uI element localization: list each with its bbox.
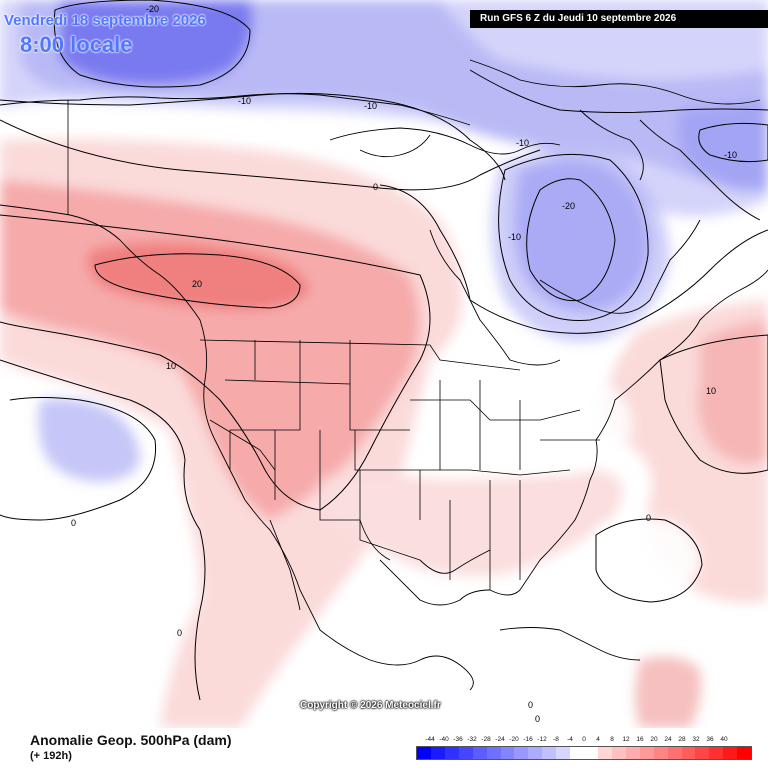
scale-swatch <box>472 747 487 759</box>
scale-swatch <box>514 747 529 759</box>
contour-minus-ten-east <box>698 122 768 163</box>
contour-label: 10 <box>706 386 716 396</box>
scale-swatch <box>667 747 682 759</box>
scale-label: 8 <box>610 736 614 743</box>
scale-swatch <box>556 747 571 759</box>
contour-label: 0 <box>528 700 533 710</box>
color-scale-bar <box>416 746 752 760</box>
scale-label: 20 <box>650 736 658 743</box>
contour-label: 20 <box>192 279 202 289</box>
scale-swatch <box>570 747 585 759</box>
scale-swatch <box>542 747 557 759</box>
scale-swatch <box>458 747 473 759</box>
scale-label: -44 <box>425 736 435 743</box>
anomaly-map: -20 -10 -10 -10 -10 -20 -10 0 20 10 10 0… <box>0 0 768 728</box>
scale-swatch <box>500 747 515 759</box>
contour-label: 0 <box>646 513 651 523</box>
negative-anomaly-area <box>38 398 141 482</box>
contour-minus-ten-ne <box>469 69 768 113</box>
scale-swatch <box>611 747 626 759</box>
scale-label: -28 <box>481 736 491 743</box>
valid-date: Vendredi 18 septembre 2026 <box>4 12 206 29</box>
contour-label-group: -20 -10 -10 -10 -10 -20 -10 0 20 10 10 0… <box>71 4 737 724</box>
scale-swatch <box>709 747 724 759</box>
scale-label: 0 <box>582 736 586 743</box>
scale-label: 16 <box>636 736 644 743</box>
scale-label: -8 <box>553 736 559 743</box>
contour-zero-pacific <box>0 397 157 521</box>
contour-ten-atlantic <box>659 334 768 474</box>
scale-label: 24 <box>664 736 672 743</box>
scale-label: -40 <box>439 736 449 743</box>
contour-ten-north <box>0 92 506 181</box>
contour-minus-twenty-hudson <box>526 178 616 302</box>
color-scale-labels: -44 -40 -36 -32 -28 -24 -20 -16 -12 -8 -4 0 4 8 12 16 20… <box>416 736 752 746</box>
contour-label: 10 <box>166 361 176 371</box>
neutral-area <box>596 518 700 600</box>
lead-time: (+ 192h) <box>30 750 72 762</box>
scale-label: -16 <box>523 736 533 743</box>
contour-label: -20 <box>562 201 575 211</box>
contour-minus-twenty-nw <box>53 0 251 88</box>
positive-anomaly-area <box>697 320 768 464</box>
scale-swatch <box>639 747 654 759</box>
scale-swatch <box>597 747 612 759</box>
parameter-title: Anomalie Geop. 500hPa (dam) <box>30 732 232 748</box>
negative-anomaly-area <box>677 100 768 191</box>
contour-label: -10 <box>238 96 251 106</box>
valid-time: 8:00 locale <box>20 32 133 57</box>
contour-label: -10 <box>364 101 377 111</box>
scale-label: 36 <box>706 736 714 743</box>
contour-label: 0 <box>535 714 540 724</box>
scale-swatch <box>417 747 431 759</box>
scale-label: 12 <box>622 736 630 743</box>
run-info-banner: Run GFS 6 Z du Jeudi 10 septembre 2026 <box>470 10 768 28</box>
scale-label: -20 <box>509 736 519 743</box>
neutral-area <box>426 337 632 470</box>
scale-swatch <box>737 747 752 759</box>
contour-label: -10 <box>508 232 521 242</box>
scale-label: -32 <box>467 736 477 743</box>
scale-label: 4 <box>596 736 600 743</box>
contour-zero-west <box>0 359 206 701</box>
scale-label: 40 <box>720 736 728 743</box>
negative-anomaly-area <box>60 0 253 85</box>
scale-label: -36 <box>453 736 463 743</box>
scale-label: -12 <box>537 736 547 743</box>
scale-swatch <box>723 747 738 759</box>
scale-swatch <box>681 747 696 759</box>
contour-twenty-west <box>94 253 301 309</box>
contour-zero-atlantic <box>595 518 703 603</box>
contour-label: 0 <box>373 182 378 192</box>
contour-label: -10 <box>516 138 529 148</box>
scale-label: 28 <box>678 736 686 743</box>
contour-label: 0 <box>71 518 76 528</box>
contour-zero-north <box>0 119 541 191</box>
coastlines <box>0 59 768 691</box>
contour-label: 0 <box>177 628 182 638</box>
scale-label: -4 <box>567 736 573 743</box>
scale-swatch <box>653 747 668 759</box>
contour-zero-east <box>379 184 768 334</box>
contour-label: -20 <box>146 4 159 14</box>
copyright-text: Copyright © 2026 Meteociel.fr <box>300 700 441 711</box>
contour-ten-west <box>0 214 431 511</box>
contour-lines <box>0 0 768 701</box>
contour-label: -10 <box>724 150 737 160</box>
scale-swatch <box>584 747 598 759</box>
scale-label: 32 <box>692 736 700 743</box>
scale-swatch <box>625 747 640 759</box>
scale-swatch <box>486 747 501 759</box>
scale-swatch <box>444 747 459 759</box>
anomaly-fields <box>0 0 768 728</box>
positive-anomaly-area <box>320 470 623 576</box>
positive-anomaly-area <box>635 656 702 728</box>
scale-swatch <box>528 747 543 759</box>
contour-minus-ten-hudson <box>498 153 649 321</box>
state-borders <box>67 100 600 590</box>
scale-label: -24 <box>495 736 505 743</box>
scale-swatch <box>695 747 710 759</box>
scale-swatch <box>430 747 445 759</box>
